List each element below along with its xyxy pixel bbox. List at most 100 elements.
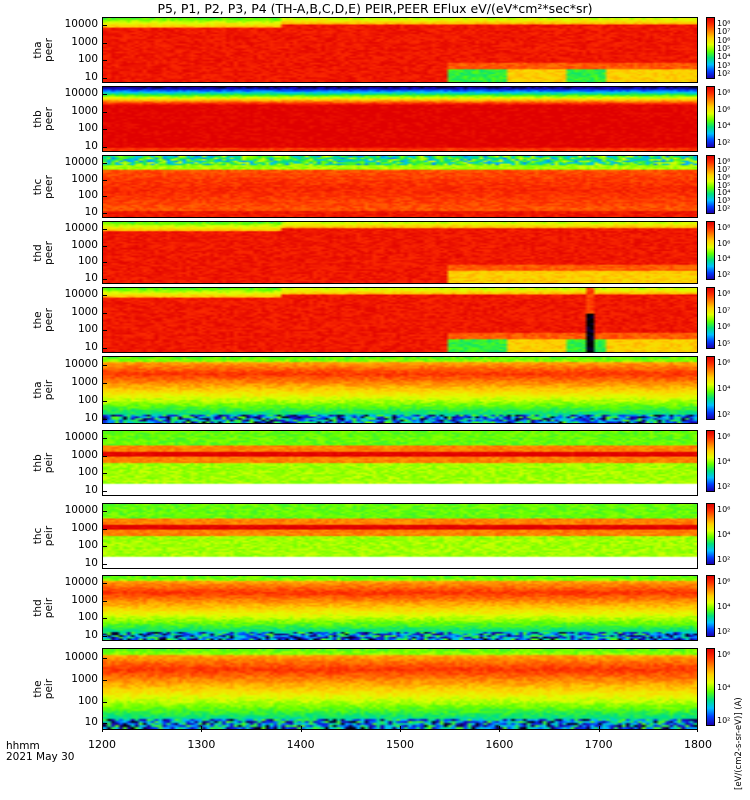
colorbar [706, 356, 715, 420]
y-tick-label: 10 [84, 411, 98, 424]
y-tick-label: 10000 [64, 651, 98, 664]
y-tick-label: 1000 [71, 593, 98, 606]
y-tick-mark [102, 680, 107, 682]
y-tick-mark [102, 77, 107, 79]
y-tick-mark [102, 418, 107, 420]
y-tick-label: 10 [84, 139, 98, 152]
y-tick-label: 10000 [64, 155, 98, 168]
colorbar-tick-label: 10⁶ [717, 35, 731, 45]
y-tick-label: 10000 [64, 18, 98, 31]
colorbar-tick-label: 10⁴ [717, 384, 731, 393]
y-tick-label: 1000 [71, 238, 98, 251]
colorbar-tick-label: 10⁸ [717, 88, 731, 97]
y-tick-label: 1000 [71, 375, 98, 388]
colorbar [706, 17, 715, 79]
y-tick-label: 10 [84, 271, 98, 284]
colorbar [706, 503, 715, 565]
chart-title: P5, P1, P2, P3, P4 (TH-A,B,C,D,E) PEIR,P… [157, 1, 593, 16]
y-tick-mark [102, 563, 107, 565]
y-tick-mark [102, 528, 107, 530]
x-tick-mark [499, 726, 501, 732]
y-tick-label: 1000 [71, 35, 98, 48]
colorbar-tick-label: 10⁴ [717, 683, 731, 692]
colorbar-tick-label: 10² [717, 270, 731, 279]
spectrogram-panel [102, 430, 698, 496]
spectrogram-panel [102, 221, 698, 284]
y-tick-label: 1000 [71, 673, 98, 686]
x-tick-mark [400, 726, 401, 732]
y-tick-mark [102, 312, 107, 314]
spectrogram-image [103, 504, 697, 568]
panel-y-label: thb peir [32, 452, 55, 474]
colorbar-unit-label: [eV/(cm2-s-sr-eV)] (A) [734, 697, 744, 790]
spectrogram-panel [102, 155, 698, 218]
y-tick-mark [102, 473, 107, 475]
colorbar-tick-label: 10⁸ [717, 223, 731, 232]
y-tick-label: 100 [77, 122, 98, 135]
y-tick-label: 1000 [71, 448, 98, 461]
spectrogram-image [103, 576, 697, 640]
colorbar-tick-label: 10⁴ [717, 254, 731, 264]
colorbar [706, 221, 715, 280]
colorbar-tick-label: 10² [717, 627, 731, 636]
y-tick-label: 100 [77, 255, 98, 268]
y-tick-label: 10000 [64, 357, 98, 370]
x-tick-mark [102, 726, 103, 732]
colorbar-tick-label: 10³ [717, 196, 731, 206]
y-tick-mark [102, 347, 107, 349]
colorbar-tick-label: 10² [717, 204, 731, 213]
colorbar-tick-label: 10⁶ [717, 650, 731, 659]
y-tick-label: 100 [77, 53, 98, 66]
colorbar [706, 648, 715, 726]
colorbar-tick-label: 10⁴ [717, 52, 731, 62]
y-tick-mark [102, 330, 107, 332]
spectrogram-image [103, 87, 697, 151]
y-tick-mark [102, 400, 107, 402]
panel-y-label: tha peer [32, 38, 55, 62]
colorbar-tick-label: 10² [717, 716, 731, 725]
y-tick-label: 1000 [71, 305, 98, 318]
y-tick-mark [102, 262, 107, 264]
panel-y-label: thd peer [32, 240, 55, 265]
spectrogram-image [103, 357, 697, 423]
y-tick-mark [102, 146, 107, 148]
colorbar-tick-label: 10⁶ [717, 577, 731, 586]
y-tick-label: 10000 [64, 288, 98, 301]
y-tick-label: 100 [77, 694, 98, 707]
y-tick-label: 100 [77, 323, 98, 336]
colorbar-tick-label: 10⁷ [717, 164, 731, 174]
x-tick-label: 1500 [386, 738, 414, 751]
y-tick-mark [102, 111, 107, 113]
colorbar-tick-label: 10⁶ [717, 322, 731, 332]
colorbar [706, 155, 715, 214]
colorbar-tick-label: 10⁶ [717, 238, 731, 248]
y-tick-label: 100 [77, 611, 98, 624]
colorbar-tick-label: 10² [717, 138, 731, 147]
colorbar-tick-label: 10⁸ [717, 19, 731, 28]
colorbar-tick-label: 10⁸ [717, 289, 731, 298]
y-tick-mark [102, 162, 107, 164]
y-tick-label: 100 [77, 393, 98, 406]
colorbar-tick-label: 10² [717, 410, 731, 419]
x-tick-label: 1400 [286, 738, 315, 751]
y-tick-label: 10000 [64, 576, 98, 589]
x-tick-mark [201, 726, 203, 732]
y-tick-mark [102, 658, 107, 660]
colorbar-tick-label: 10⁸ [717, 157, 731, 166]
y-tick-mark [102, 179, 107, 181]
colorbar-tick-label: 10⁴ [717, 121, 731, 131]
y-tick-label: 10000 [64, 87, 98, 100]
y-tick-mark [102, 278, 107, 280]
y-tick-mark [102, 245, 107, 247]
y-tick-mark [102, 701, 107, 703]
y-tick-mark [102, 129, 107, 131]
spectrogram-image [103, 222, 697, 283]
y-tick-label: 100 [77, 189, 98, 202]
spectrogram-image [103, 18, 697, 82]
y-tick-label: 10 [84, 340, 98, 353]
colorbar [706, 86, 715, 148]
x-tick-label: 1200 [88, 738, 116, 751]
x-tick-mark [300, 726, 302, 732]
y-tick-label: 10000 [64, 504, 98, 517]
spectrogram-panel [102, 356, 698, 424]
